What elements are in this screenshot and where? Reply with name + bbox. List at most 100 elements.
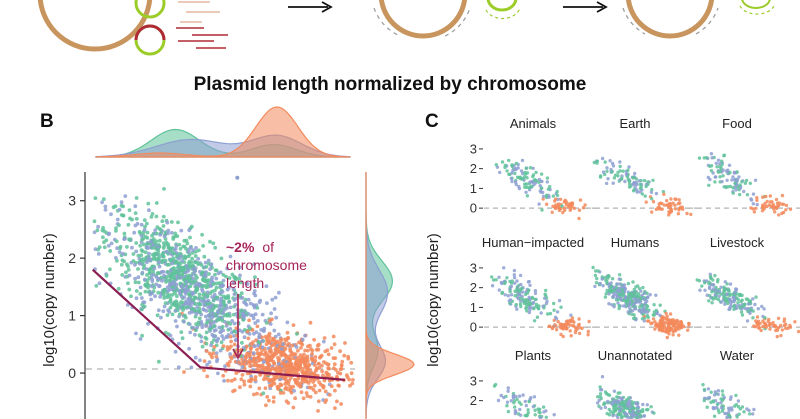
data-point-orange <box>264 403 268 408</box>
y-tick-label: 2 <box>68 250 76 266</box>
data-point-green <box>101 235 105 240</box>
facet-point-blue <box>544 301 549 306</box>
data-point-blue <box>147 251 151 256</box>
data-point-blue <box>219 330 223 334</box>
facet-point-orange <box>558 197 563 201</box>
facet-point-green <box>640 192 644 196</box>
facet-point-orange <box>556 319 560 324</box>
data-point-blue <box>187 322 192 327</box>
facet-point-blue <box>749 197 753 201</box>
data-point-blue <box>169 230 174 235</box>
data-point-orange <box>328 393 332 397</box>
data-point-orange <box>326 352 331 357</box>
facet-point-orange <box>541 197 545 201</box>
data-point-orange <box>295 379 299 384</box>
facet-point-orange <box>571 319 575 323</box>
facet-point-orange <box>766 319 770 324</box>
data-point-orange <box>244 355 248 360</box>
data-point-green <box>104 238 109 243</box>
data-point-blue <box>119 200 124 205</box>
facet-point-blue <box>729 395 733 399</box>
data-point-green <box>190 251 195 255</box>
facet-point-blue <box>545 180 549 184</box>
data-point-green <box>201 292 206 297</box>
facet-point-blue <box>735 179 739 183</box>
facet-point-green <box>744 178 749 183</box>
facet-point-blue <box>528 307 532 312</box>
data-point-blue <box>166 231 170 236</box>
facet-point-blue <box>719 406 724 410</box>
data-point-orange <box>339 363 344 368</box>
facet-title: Earth <box>619 116 650 131</box>
facet-point-orange <box>782 323 787 328</box>
data-point-green <box>204 285 209 290</box>
data-point-blue <box>139 222 144 227</box>
data-point-green <box>102 245 107 250</box>
data-point-blue <box>221 337 226 341</box>
facet-point-green <box>615 395 619 399</box>
data-point-green <box>219 340 224 345</box>
data-point-blue <box>204 324 208 328</box>
facet-point-blue <box>595 401 600 405</box>
facet-point-blue <box>509 284 514 289</box>
data-point-green <box>157 255 162 259</box>
data-point-green <box>165 313 170 317</box>
facet-point-orange <box>667 325 671 329</box>
data-point-blue <box>109 241 114 246</box>
facet-point-orange <box>782 317 787 321</box>
data-point-orange <box>204 349 209 353</box>
data-point-blue <box>125 303 130 307</box>
data-point-green <box>161 254 166 259</box>
data-point-green <box>187 264 192 269</box>
data-point-blue <box>260 312 265 317</box>
facet-title: Unannotated <box>598 348 672 363</box>
data-point-orange <box>339 402 343 406</box>
facet-point-blue <box>533 291 538 296</box>
facet-point-orange <box>654 322 659 326</box>
facet-point-green <box>528 166 533 170</box>
facet-point-orange <box>586 333 590 337</box>
data-point-green <box>140 237 144 242</box>
data-point-blue <box>188 245 193 250</box>
facet-y-tick-label: 1 <box>470 300 477 315</box>
data-point-blue <box>100 200 104 205</box>
data-point-orange <box>267 349 272 354</box>
data-point-green <box>232 275 237 280</box>
data-point-green <box>181 277 186 282</box>
facet-point-blue <box>751 412 755 416</box>
facet-point-blue <box>537 202 541 206</box>
data-point-blue <box>202 303 207 308</box>
facet-point-green <box>636 294 640 299</box>
facet-point-orange <box>679 320 683 324</box>
dashed-ring-3b <box>695 7 719 35</box>
data-point-blue <box>254 330 259 334</box>
facet-point-green <box>652 303 656 307</box>
data-point-orange <box>254 338 258 342</box>
data-point-blue <box>123 236 127 241</box>
data-point-orange <box>267 363 272 368</box>
data-point-green <box>164 240 169 245</box>
data-point-blue <box>261 329 266 333</box>
facet-point-orange <box>756 319 761 323</box>
facet-point-green <box>533 178 537 182</box>
data-point-green <box>181 308 185 312</box>
data-point-orange <box>255 347 259 352</box>
data-point-blue <box>210 295 215 299</box>
facet-point-orange <box>680 205 685 209</box>
data-point-green <box>161 251 166 256</box>
data-point-orange <box>286 387 291 392</box>
data-point-blue <box>149 297 154 302</box>
facet-point-blue <box>726 168 730 172</box>
data-point-blue <box>138 261 142 266</box>
data-point-green <box>95 228 100 233</box>
data-point-orange <box>323 389 328 394</box>
facet-point-green <box>722 153 726 157</box>
facet-point-blue <box>521 393 525 397</box>
data-point-blue <box>196 256 201 261</box>
data-point-green <box>145 236 150 240</box>
facet-point-blue <box>510 171 514 175</box>
facet-point-orange <box>564 319 569 324</box>
facet-point-blue <box>598 281 602 286</box>
facet-point-blue <box>506 294 510 298</box>
data-point-blue <box>218 303 223 307</box>
